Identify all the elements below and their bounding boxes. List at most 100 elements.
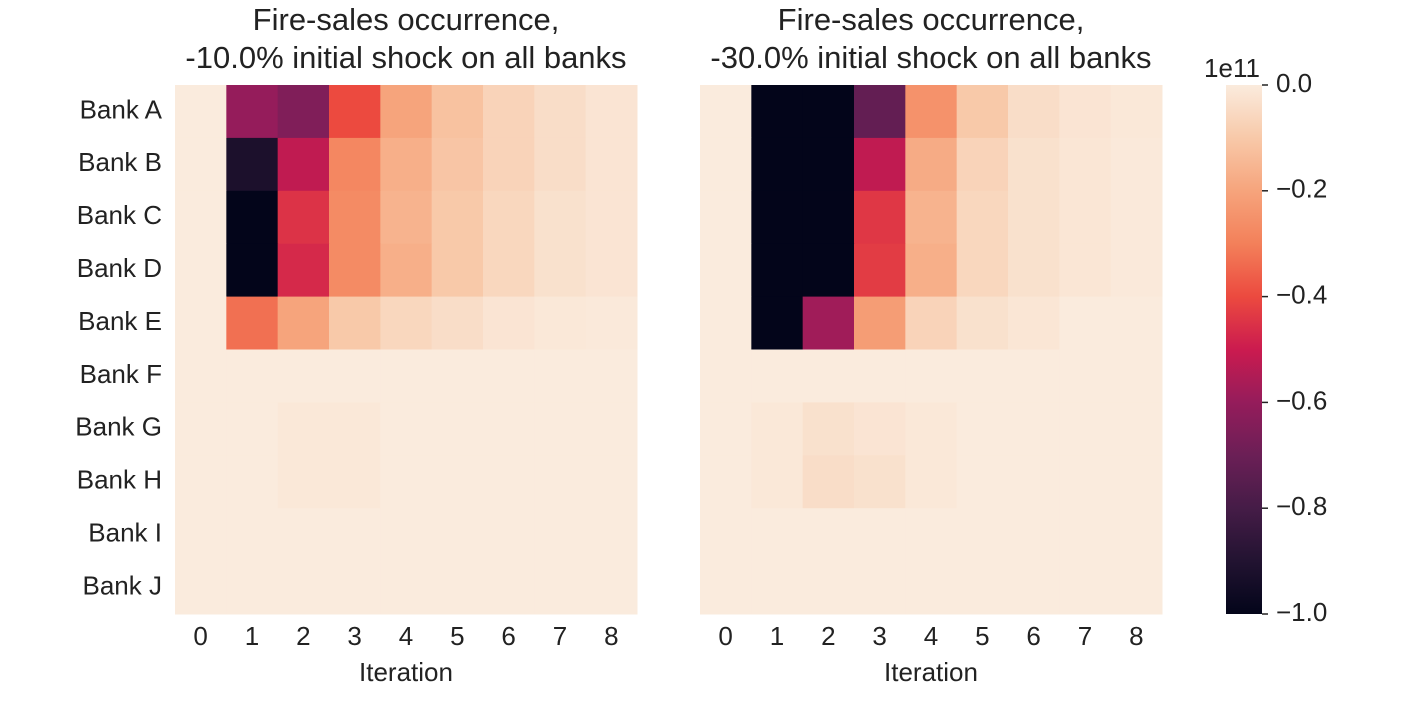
heatmap-cell bbox=[905, 561, 958, 615]
heatmap-cell bbox=[751, 561, 804, 615]
heatmap-cell bbox=[802, 137, 855, 192]
heatmap-cell bbox=[329, 455, 381, 509]
y-tick-label: Bank I bbox=[88, 518, 162, 548]
heatmap-cell bbox=[905, 402, 958, 456]
heatmap-cell bbox=[854, 349, 906, 403]
heatmap-cell bbox=[751, 455, 804, 509]
heatmap-cell bbox=[534, 296, 587, 350]
heatmap-cell bbox=[534, 508, 587, 562]
heatmap-cell bbox=[431, 137, 484, 192]
heatmap-cell bbox=[226, 85, 279, 139]
chart-title: -30.0% initial shock on all banks bbox=[710, 40, 1151, 75]
heatmap-cell bbox=[1059, 243, 1112, 298]
heatmap-cell bbox=[1110, 190, 1163, 245]
x-tick-label: 4 bbox=[399, 621, 413, 651]
heatmap-cell bbox=[854, 561, 906, 615]
heatmap-cell bbox=[380, 243, 433, 298]
heatmap-cell bbox=[329, 508, 381, 562]
heatmap-cell bbox=[956, 508, 1009, 562]
heatmap-cell bbox=[329, 190, 381, 245]
heatmap-cell bbox=[585, 243, 638, 298]
heatmap-cell bbox=[585, 190, 638, 245]
heatmap-cell bbox=[1110, 455, 1163, 509]
heatmap-cell bbox=[380, 349, 433, 403]
heatmap-cell bbox=[956, 137, 1009, 192]
heatmap-cell bbox=[534, 402, 587, 456]
heatmap-cell bbox=[802, 190, 855, 245]
heatmap-cell bbox=[751, 137, 804, 192]
heatmap-cell bbox=[802, 296, 855, 350]
x-axis-label: Iteration bbox=[884, 657, 978, 687]
heatmap-cell bbox=[956, 243, 1009, 298]
heatmap-cell bbox=[226, 402, 279, 456]
colorbar-tick-label: −0.4 bbox=[1276, 279, 1327, 309]
heatmap-cell bbox=[585, 85, 638, 139]
colorbar-offset-label: 1e11 bbox=[1204, 53, 1260, 83]
heatmap-cell bbox=[1059, 349, 1112, 403]
heatmap-cell bbox=[431, 349, 484, 403]
heatmap-cell bbox=[226, 137, 279, 192]
x-tick-label: 0 bbox=[193, 621, 207, 651]
heatmap-cell bbox=[700, 349, 752, 403]
x-tick-label: 8 bbox=[1129, 621, 1143, 651]
heatmap-cell bbox=[483, 349, 535, 403]
heatmap-cell bbox=[751, 349, 804, 403]
heatmap-cell bbox=[226, 296, 279, 350]
y-tick-label: Bank G bbox=[75, 412, 162, 442]
heatmap-cell bbox=[277, 190, 330, 245]
heatmap-cell bbox=[226, 190, 279, 245]
heatmap-cell bbox=[483, 137, 535, 192]
x-tick-label: 2 bbox=[296, 621, 310, 651]
y-tick-label: Bank A bbox=[80, 94, 163, 124]
heatmap-cell bbox=[380, 190, 433, 245]
heatmap-cell bbox=[431, 296, 484, 350]
heatmap-cell bbox=[1059, 190, 1112, 245]
heatmap-cell bbox=[483, 402, 535, 456]
heatmap-cell bbox=[431, 402, 484, 456]
y-tick-label: Bank D bbox=[77, 253, 162, 283]
heatmap-cell bbox=[1008, 296, 1060, 350]
heatmap-cell bbox=[329, 402, 381, 456]
heatmap-cell bbox=[380, 296, 433, 350]
heatmap-cell bbox=[956, 349, 1009, 403]
heatmap-cell bbox=[905, 508, 958, 562]
heatmap-cell bbox=[956, 85, 1009, 139]
heatmap-cell bbox=[802, 402, 855, 456]
y-tick-label: Bank J bbox=[83, 570, 163, 600]
heatmap-cell bbox=[431, 508, 484, 562]
heatmap-cell bbox=[905, 190, 958, 245]
heatmap-cell bbox=[700, 561, 752, 615]
heatmap-cell bbox=[1059, 85, 1112, 139]
heatmap-cell bbox=[854, 296, 906, 350]
heatmap-cell bbox=[1110, 508, 1163, 562]
heatmap-cell bbox=[329, 296, 381, 350]
heatmap-cell bbox=[956, 561, 1009, 615]
chart-title: -10.0% initial shock on all banks bbox=[185, 40, 626, 75]
x-tick-label: 0 bbox=[718, 621, 732, 651]
heatmap-cell bbox=[431, 243, 484, 298]
heatmap-cell bbox=[380, 508, 433, 562]
x-tick-label: 7 bbox=[553, 621, 567, 651]
x-tick-label: 3 bbox=[347, 621, 361, 651]
heatmap-cell bbox=[175, 137, 227, 192]
heatmap-cell bbox=[534, 137, 587, 192]
heatmap-cell bbox=[483, 561, 535, 615]
heatmap-cell bbox=[1008, 561, 1060, 615]
heatmap-cell bbox=[175, 85, 227, 139]
heatmap-cell bbox=[956, 455, 1009, 509]
heatmap-cell bbox=[905, 137, 958, 192]
heatmap-cell bbox=[585, 137, 638, 192]
heatmap-cell bbox=[1110, 349, 1163, 403]
heatmap-cell bbox=[956, 190, 1009, 245]
heatmap-cell bbox=[431, 561, 484, 615]
heatmap-cell bbox=[1059, 137, 1112, 192]
heatmap-cell bbox=[1008, 455, 1060, 509]
heatmap-cell bbox=[1008, 137, 1060, 192]
heatmap-cell bbox=[175, 349, 227, 403]
y-tick-label: Bank H bbox=[77, 465, 162, 495]
heatmap-cell bbox=[854, 455, 906, 509]
heatmap-cell bbox=[483, 296, 535, 350]
heatmap-cell bbox=[585, 349, 638, 403]
